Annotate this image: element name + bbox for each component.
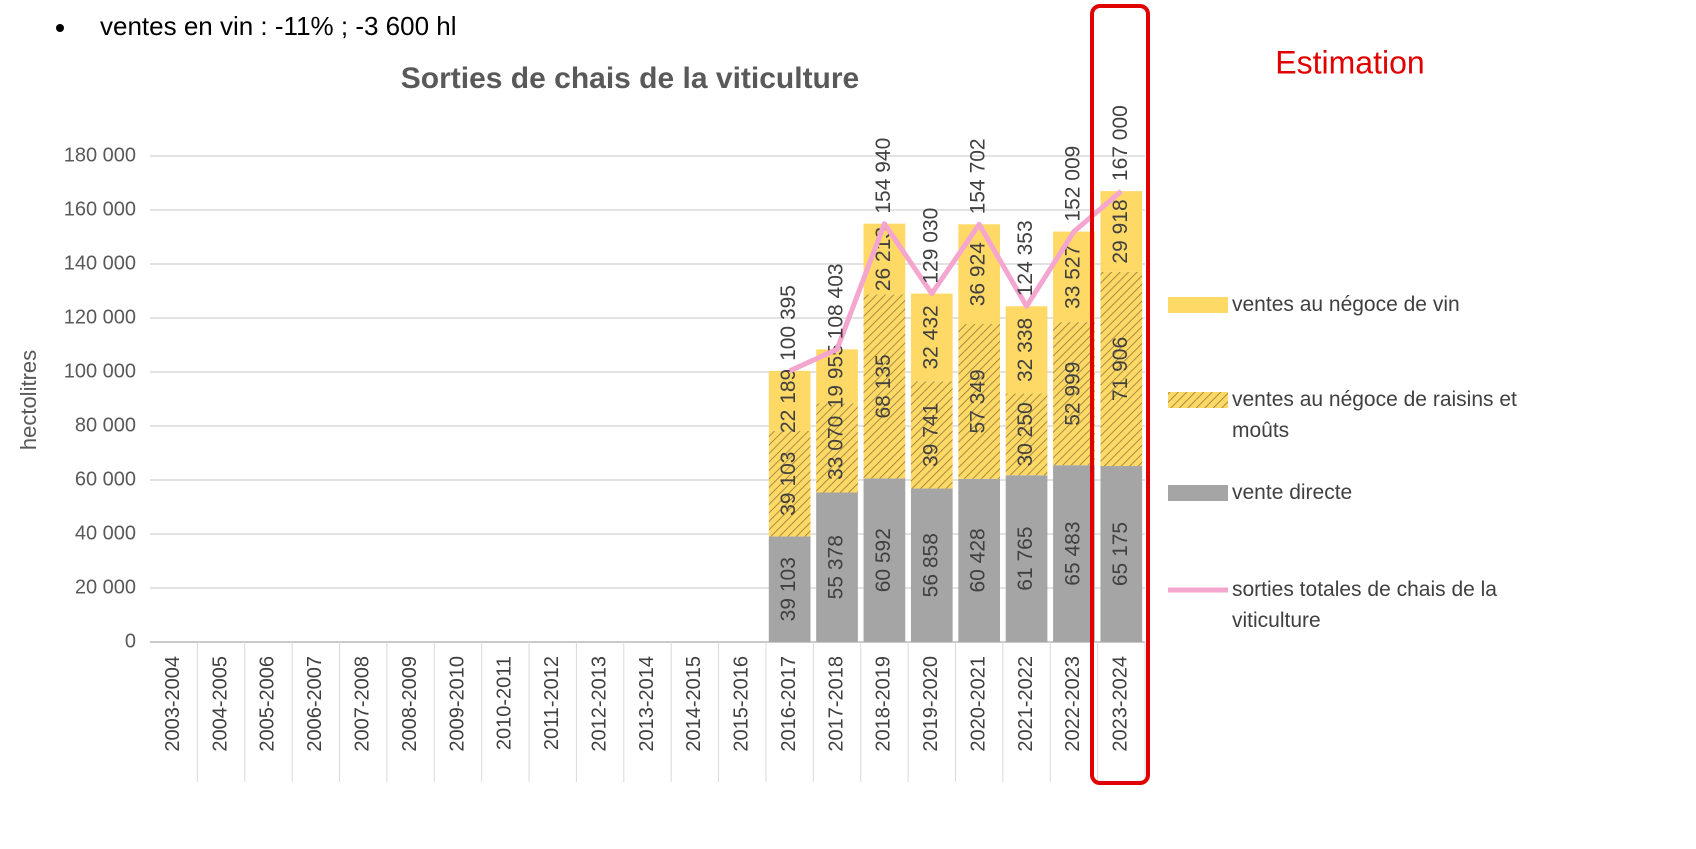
- y-tick-label: 180 000: [64, 144, 136, 166]
- data-label: 60 428: [967, 528, 990, 592]
- x-tick-label: 2020-2021: [967, 656, 989, 752]
- bullet-text: ventes en vin : -11% ; -3 600 hl: [100, 11, 457, 41]
- data-label: 71 906: [1109, 337, 1132, 401]
- x-tick-label: 2016-2017: [778, 656, 800, 752]
- legend-label: sorties totales de chais de la viticultu…: [1232, 578, 1497, 632]
- y-tick-label: 60 000: [75, 468, 136, 490]
- data-label: 152 009: [1061, 146, 1084, 222]
- data-label: 19 955: [825, 344, 848, 408]
- bar-segment: [1005, 475, 1048, 642]
- y-tick-label: 100 000: [64, 360, 136, 382]
- bar-segment: [1100, 466, 1143, 642]
- x-tick-label: 2007-2008: [351, 656, 373, 752]
- chart-title: Sorties de chais de la viticulture: [401, 62, 860, 95]
- data-label: 108 403: [825, 263, 848, 339]
- x-tick-label: 2015-2016: [731, 656, 753, 752]
- legend-label: ventes au négoce de raisins et moûts: [1232, 388, 1517, 442]
- x-tick-label: 2017-2018: [825, 656, 847, 752]
- bar-segment: [958, 478, 1001, 642]
- x-tick-label: 2019-2020: [920, 656, 942, 752]
- data-label: 32 338: [1014, 318, 1037, 382]
- y-tick-label: 80 000: [75, 414, 136, 436]
- y-tick-label: 140 000: [64, 252, 136, 274]
- legend-swatch: [1168, 297, 1228, 313]
- bar-segment: [1053, 322, 1095, 466]
- x-tick-label: 2012-2013: [588, 656, 610, 752]
- bar-segment: [768, 370, 811, 431]
- data-label: 65 483: [1061, 521, 1084, 585]
- x-tick-label: 2005-2006: [257, 656, 279, 752]
- bar-segment: [958, 324, 1001, 479]
- x-tick-label: 2011-2012: [541, 656, 563, 750]
- data-label: 39 741: [919, 403, 942, 467]
- x-tick-label: 2023-2024: [1110, 656, 1132, 752]
- bar-segment: [863, 478, 906, 642]
- data-label: 30 250: [1014, 402, 1037, 466]
- data-label: 68 135: [872, 354, 895, 418]
- legend-swatch: [1168, 392, 1228, 408]
- data-label: 39 103: [777, 557, 800, 621]
- bar-segment: [768, 430, 811, 537]
- x-tick-label: 2009-2010: [446, 656, 468, 752]
- data-label: 22 189: [777, 369, 800, 433]
- plot: 0 20 000 40 000 60 000 80 000 100 000 120 000 1…: [64, 105, 1146, 782]
- x-tick-label: 2018-2019: [873, 656, 895, 752]
- data-label: 129 030: [919, 208, 942, 284]
- bar-segment: [1053, 231, 1095, 323]
- data-label: 124 353: [1014, 220, 1037, 296]
- bar-segment: [910, 381, 953, 489]
- data-label: 57 349: [967, 369, 990, 433]
- bar-segment: [768, 536, 811, 642]
- data-label: 33 070: [825, 416, 848, 480]
- bar-segment: [1005, 393, 1048, 476]
- bar-segment: [910, 488, 953, 642]
- x-tick-label: 2008-2009: [399, 656, 421, 752]
- x-tick-label: 2006-2007: [304, 656, 326, 752]
- bar-segment: [816, 492, 858, 642]
- bullet: [56, 24, 64, 32]
- data-label: 56 858: [919, 533, 942, 597]
- annotation: Estimation: [1275, 44, 1424, 80]
- bar-segment: [1100, 271, 1143, 467]
- data-label: 55 378: [825, 535, 848, 599]
- data-label: 65 175: [1109, 522, 1132, 586]
- data-label: 60 592: [872, 528, 895, 592]
- data-label: 33 527: [1061, 245, 1084, 309]
- data-label: 36 924: [967, 242, 990, 307]
- data-label: 29 918: [1109, 199, 1132, 263]
- data-label: 167 000: [1109, 105, 1132, 181]
- total-line: [788, 189, 1123, 374]
- x-tick-label: 2021-2022: [1015, 656, 1037, 752]
- x-tick-label: 2022-2023: [1062, 656, 1084, 752]
- x-tick-label: 2013-2014: [636, 656, 658, 752]
- data-label: 154 702: [967, 138, 990, 214]
- data-label: 32 432: [919, 305, 942, 369]
- y-axis-label: hectolitres: [16, 350, 41, 450]
- data-label: 100 395: [777, 285, 800, 361]
- x-tick-label: 2004-2005: [209, 656, 231, 752]
- data-label: 61 765: [1014, 527, 1037, 591]
- data-label: 154 940: [872, 138, 895, 214]
- y-tick-label: 120 000: [64, 306, 136, 328]
- x-tick-label: 2003-2004: [162, 656, 184, 752]
- data-label: 52 999: [1061, 362, 1084, 426]
- data-label: 39 103: [777, 452, 800, 516]
- y-tick-label: 20 000: [75, 576, 136, 598]
- x-tick-label: 2010-2011: [494, 656, 516, 750]
- highlight-box: [1090, 4, 1150, 785]
- bar-segment: [910, 293, 953, 382]
- bar-segment: [863, 294, 906, 479]
- legend-label: ventes au négoce de vin: [1232, 293, 1460, 316]
- y-tick-label: 40 000: [75, 522, 136, 544]
- bar-segment: [1053, 465, 1095, 642]
- y-tick-label: 0: [125, 630, 136, 652]
- x-tick-label: 2014-2015: [683, 656, 705, 752]
- bar-segment: [1005, 306, 1048, 394]
- legend-label: vente directe: [1232, 481, 1353, 504]
- bar-segment: [816, 403, 858, 493]
- y-tick-label: 160 000: [64, 198, 136, 220]
- legend-swatch: [1168, 485, 1228, 501]
